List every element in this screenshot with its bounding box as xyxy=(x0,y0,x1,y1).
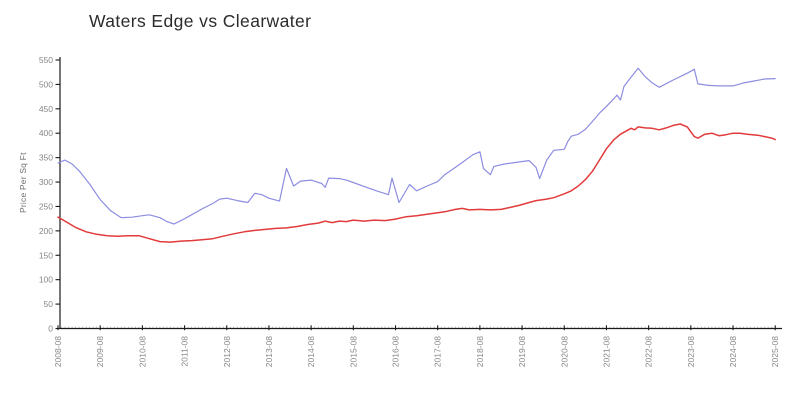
x-tick-label: 2019-08 xyxy=(517,336,527,367)
y-tick-label: 100 xyxy=(39,275,53,285)
x-tick-label: 2018-08 xyxy=(475,336,485,367)
y-tick-label: 450 xyxy=(39,104,53,114)
chart-title: Waters Edge vs Clearwater xyxy=(89,11,312,31)
x-tick-label: 2015-08 xyxy=(348,336,358,367)
y-tick-label: 550 xyxy=(39,55,53,65)
series-line-red-series xyxy=(57,123,776,243)
y-tick-label: 300 xyxy=(39,177,53,187)
x-tick-label: 2023-08 xyxy=(686,336,696,367)
y-tick-label: 350 xyxy=(39,153,53,163)
y-tick-label: 500 xyxy=(39,79,53,89)
x-tick-label: 2016-08 xyxy=(391,336,401,367)
y-tick-label: 50 xyxy=(44,299,54,309)
x-tick-label: 2022-08 xyxy=(644,336,654,367)
y-tick-label: 400 xyxy=(39,128,53,138)
x-tick-label: 2009-08 xyxy=(95,336,105,367)
y-tick-label: 150 xyxy=(39,250,53,260)
x-tick-label: 2017-08 xyxy=(433,336,443,367)
y-tick-label: 200 xyxy=(39,226,53,236)
x-tick-label: 2024-08 xyxy=(728,336,738,367)
x-tick-label: 2020-08 xyxy=(559,336,569,367)
series-line-blue-series xyxy=(57,67,776,225)
y-tick-label: 250 xyxy=(39,201,53,211)
x-tick-label: 2010-08 xyxy=(137,336,147,367)
x-tick-label: 2011-08 xyxy=(180,336,190,367)
x-tick-label: 2021-08 xyxy=(601,336,611,367)
x-tick-label: 2013-08 xyxy=(264,336,274,367)
x-tick-label: 2025-08 xyxy=(770,336,780,367)
x-tick-label: 2008-08 xyxy=(53,336,63,367)
x-tick-label: 2012-08 xyxy=(222,336,232,367)
x-tick-label: 2014-08 xyxy=(306,336,316,367)
y-tick-label: 0 xyxy=(48,324,53,334)
